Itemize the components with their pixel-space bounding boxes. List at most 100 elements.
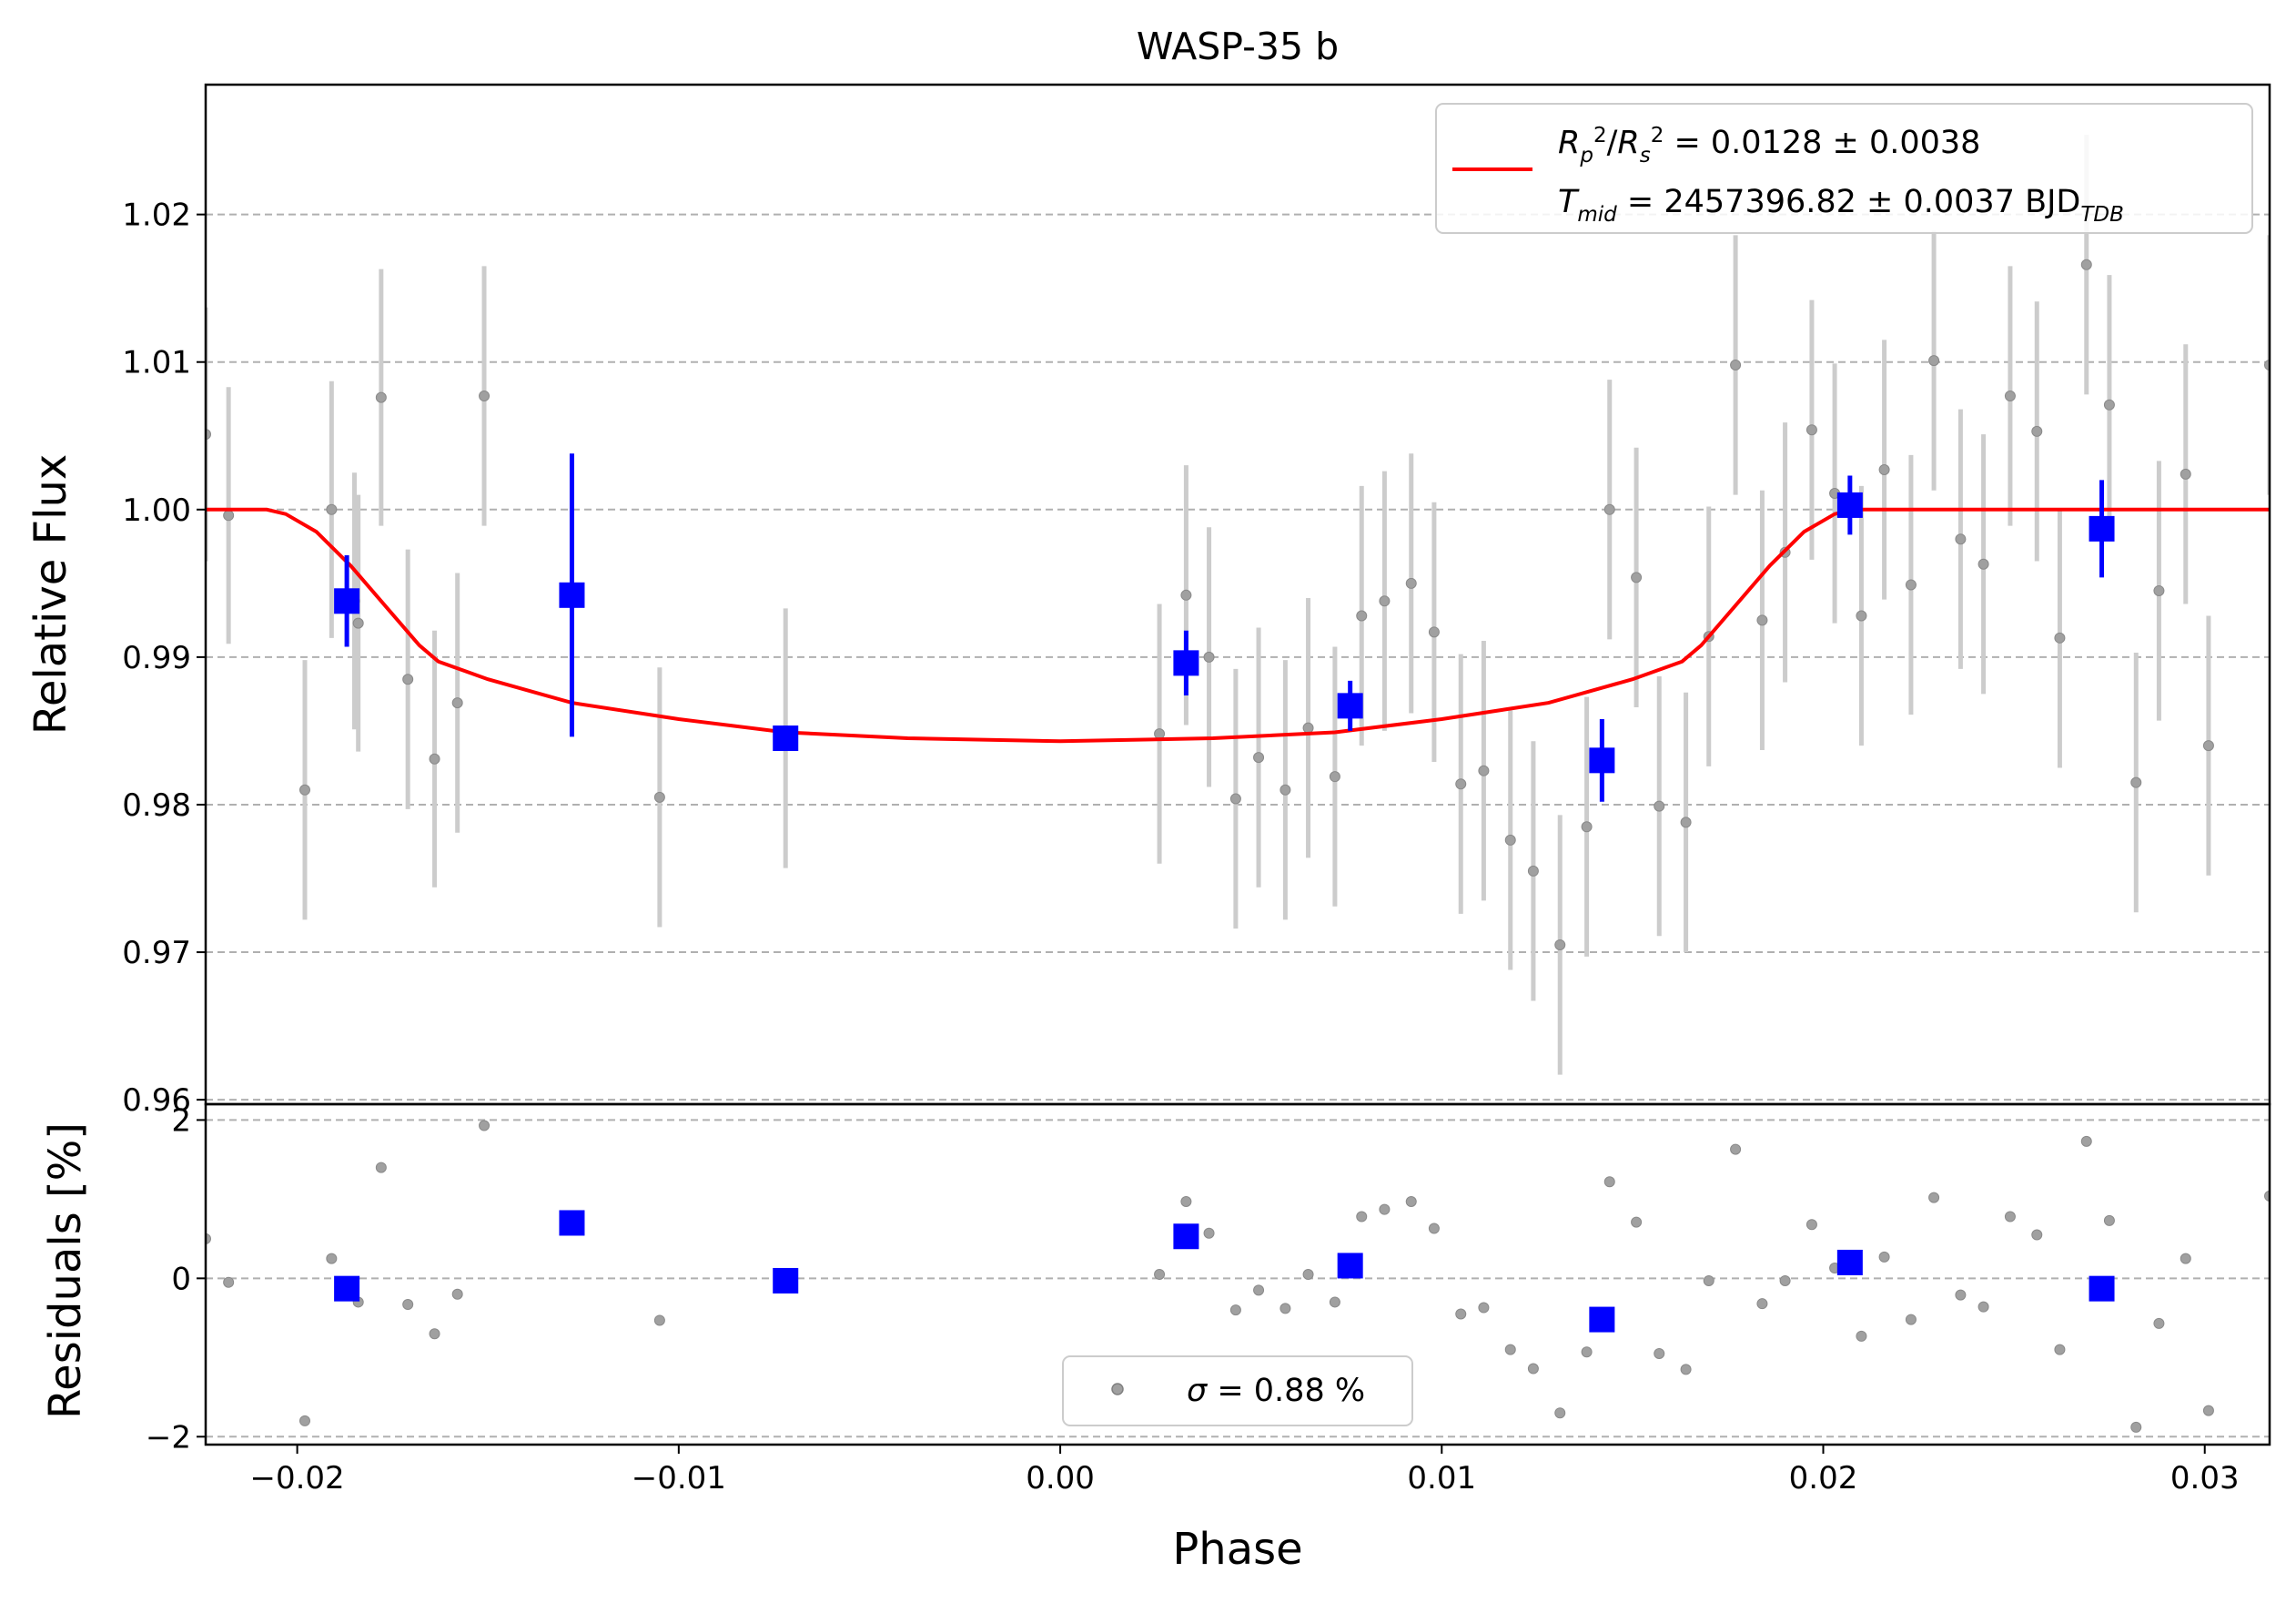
- raw-data-point: [1756, 614, 1768, 626]
- raw-data-point: [1154, 728, 1166, 740]
- binned-data-point: [773, 725, 799, 752]
- raw-data-point: [479, 390, 491, 401]
- raw-data-point: [2031, 425, 2043, 437]
- residual-point: [479, 1120, 491, 1131]
- residuals-panel: −2 0 2 −0.02 −0.01 0.00 0.01 0.02 0.03 Residual…: [40, 1102, 2271, 1575]
- residual-point: [1527, 1363, 1539, 1375]
- residual-point: [2004, 1211, 2016, 1223]
- raw-data-point: [1977, 558, 1989, 570]
- raw-data-point: [2080, 259, 2092, 270]
- residual-point: [1203, 1227, 1215, 1239]
- x-tick-label: 0.02: [1789, 1460, 1858, 1496]
- x-tick-label: 0.03: [2170, 1460, 2240, 1496]
- residual-point: [223, 1276, 235, 1288]
- raw-data-point: [1279, 784, 1291, 796]
- raw-data-point: [2130, 776, 2142, 788]
- raw-data-point: [1229, 793, 1241, 805]
- residuals-y-tick-label: 0: [171, 1261, 191, 1297]
- residual-point: [402, 1299, 414, 1311]
- residual-point: [1379, 1203, 1391, 1215]
- legend-sigma-value: = 0.88 %: [1217, 1373, 1365, 1409]
- residuals-raw-points: [206, 1120, 2270, 1433]
- binned-data-point: [1337, 693, 1363, 719]
- raw-data-point: [375, 391, 387, 403]
- raw-data-point: [1180, 589, 1192, 601]
- transit-model-curve: [206, 507, 2270, 744]
- residual-point: [1654, 1347, 1665, 1359]
- residual-point: [451, 1288, 463, 1300]
- raw-data-point: [1455, 778, 1467, 790]
- residual-point: [1779, 1274, 1791, 1286]
- main-y-axis: 0.96 0.97 0.98 0.99 1.00 1.01 1.02: [122, 198, 206, 1119]
- residual-point: [1554, 1407, 1566, 1419]
- residual-point: [1428, 1223, 1440, 1234]
- raw-data-point: [1654, 800, 1665, 812]
- binned-data-point: [1173, 650, 1199, 676]
- x-tick-label: −0.02: [250, 1460, 345, 1496]
- x-axis-title: Phase: [1172, 1524, 1302, 1575]
- residual-point: [1478, 1302, 1490, 1314]
- binned-data-point: [1589, 747, 1615, 774]
- raw-data-point: [1928, 355, 1940, 367]
- raw-data-point: [1329, 771, 1340, 783]
- residual-point: [1229, 1304, 1241, 1316]
- raw-data-point: [402, 674, 414, 685]
- residual-point: [1180, 1195, 1192, 1207]
- raw-data-point: [451, 697, 463, 709]
- main-raw-errorbars: [206, 135, 2270, 1075]
- residual-point: [2103, 1214, 2115, 1226]
- raw-data-point: [429, 753, 440, 765]
- legend-tmid-subscript: TDB: [2080, 203, 2124, 227]
- residuals-y-axis-title: Residuals [%]: [40, 1122, 91, 1419]
- legend-sigma-label: σ = 0.88 %: [1187, 1373, 1365, 1409]
- residual-point: [1455, 1308, 1467, 1320]
- residual-point: [1603, 1176, 1615, 1188]
- residual-point: [1356, 1211, 1368, 1223]
- x-tick-label: −0.01: [632, 1460, 726, 1496]
- raw-data-point: [1905, 579, 1917, 591]
- residual-point: [1680, 1364, 1692, 1375]
- residual-point: [653, 1314, 665, 1326]
- raw-data-point: [326, 503, 338, 515]
- binned-residual-point: [1173, 1223, 1199, 1250]
- raw-data-point: [2054, 632, 2066, 644]
- main-binned-points: [334, 453, 2115, 802]
- residual-point: [298, 1415, 310, 1426]
- transit-model: [206, 507, 2270, 744]
- raw-data-point: [1878, 464, 1890, 476]
- raw-data-point: [1203, 651, 1215, 663]
- main-y-tick-label: 1.00: [122, 492, 191, 529]
- raw-data-point: [2264, 359, 2270, 370]
- raw-data-point: [2004, 390, 2016, 401]
- residual-point: [2130, 1421, 2142, 1433]
- raw-data-point: [352, 617, 364, 629]
- x-tick-label: 0.01: [1407, 1460, 1476, 1496]
- main-legend: Rp2/Rs2 = 0.0128 ± 0.0038 Tmid = 2457396…: [1435, 103, 2253, 234]
- residual-point: [2054, 1344, 2066, 1355]
- main-y-tick-label: 0.99: [122, 640, 191, 676]
- raw-data-point: [1356, 610, 1368, 622]
- x-tick-label: 0.00: [1026, 1460, 1095, 1496]
- residual-point: [1253, 1284, 1265, 1296]
- raw-data-point: [2180, 468, 2191, 480]
- residual-point: [1703, 1274, 1714, 1286]
- raw-data-point: [1856, 610, 1867, 622]
- raw-data-point: [1253, 752, 1265, 764]
- raw-data-point: [223, 510, 235, 522]
- residual-point: [2080, 1135, 2092, 1147]
- main-y-tick-label: 1.01: [122, 345, 191, 381]
- binned-residual-point: [1836, 1249, 1863, 1275]
- raw-data-point: [1955, 533, 1967, 545]
- residual-point: [375, 1162, 387, 1173]
- binned-residual-point: [1589, 1306, 1615, 1333]
- residual-point: [1756, 1298, 1768, 1310]
- raw-data-point: [1405, 577, 1417, 589]
- legend-rp-rs-label: Rp2/Rs2 = 0.0128 ± 0.0038: [1558, 124, 1980, 167]
- residual-point: [1154, 1269, 1166, 1280]
- raw-data-point: [653, 791, 665, 803]
- residual-point: [1302, 1269, 1314, 1280]
- binned-residual-point: [2089, 1275, 2115, 1302]
- raw-data-point: [1428, 626, 1440, 638]
- raw-data-point: [1631, 572, 1643, 583]
- residual-point: [2031, 1229, 2043, 1241]
